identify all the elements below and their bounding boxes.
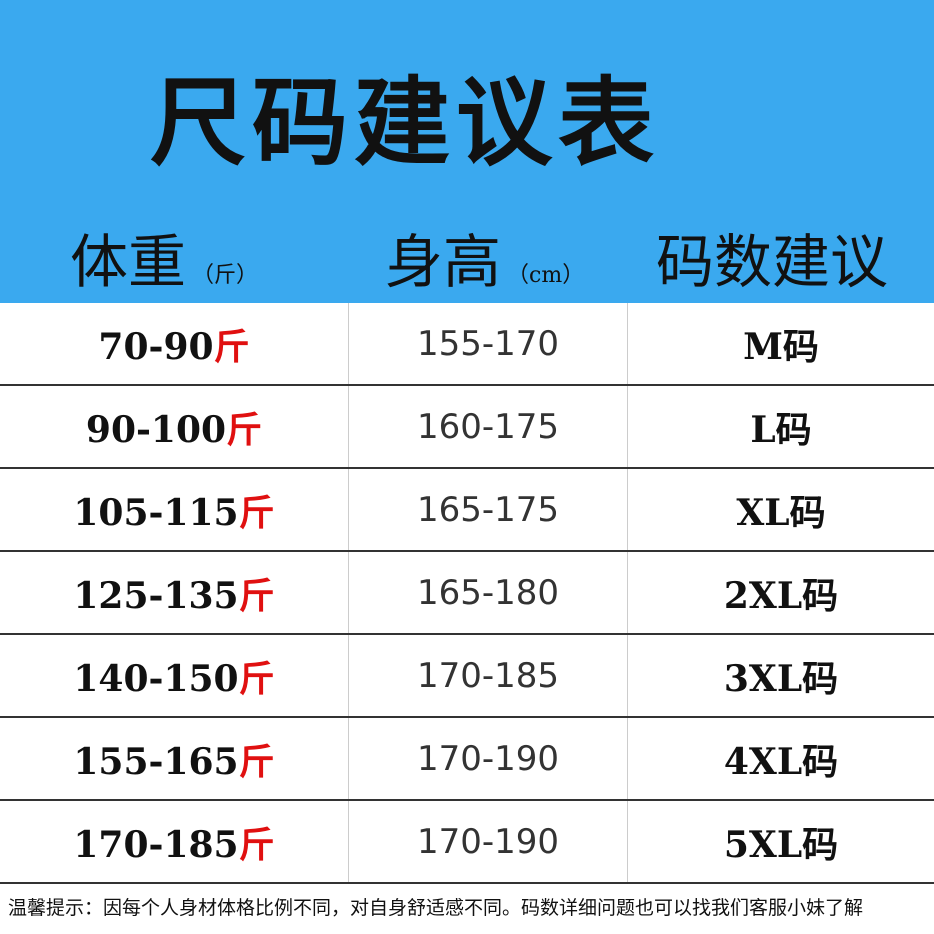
weight-cell: 70-90斤: [0, 303, 349, 386]
height-cell: 155-170: [348, 303, 628, 386]
weight-cell: 140-150斤: [0, 634, 349, 718]
size-label: 码数建议: [656, 228, 889, 296]
weight-cell: 170-185斤: [0, 800, 349, 884]
table-row: 105-115斤 165-175 XL码: [0, 468, 934, 552]
weight-unit: 斤: [238, 823, 275, 866]
height-cell: 165-175: [348, 468, 628, 552]
size-table: 70-90斤 155-170 M码 90-100斤 160-175 L码 105-115斤 1…: [0, 303, 934, 884]
weight-value: 140-150: [73, 657, 239, 700]
column-header-weight: 体重 （斤）: [70, 215, 259, 296]
size-cell: XL码: [627, 468, 934, 552]
weight-value: 125-135: [73, 574, 239, 617]
height-unit: （cm）: [507, 263, 585, 288]
table-row: 90-100斤 160-175 L码: [0, 385, 934, 469]
size-cell: L码: [627, 385, 934, 469]
column-header-size: 码数建议: [656, 215, 888, 296]
column-header-height: 身高 （cm）: [385, 215, 585, 296]
size-cell: 2XL码: [627, 551, 934, 635]
weight-unit: 斤: [238, 657, 275, 700]
weight-label: 体重: [70, 228, 187, 296]
height-label: 身高: [385, 228, 502, 296]
footer-note: 温馨提示：因每个人身材体格比例不同，对自身舒适感不同。码数详细问题也可以找我们客…: [8, 897, 864, 919]
weight-unit: （斤）: [192, 263, 259, 288]
weight-value: 170-185: [73, 823, 239, 866]
weight-cell: 125-135斤: [0, 551, 349, 635]
height-cell: 170-190: [348, 800, 628, 884]
weight-unit: 斤: [213, 325, 250, 368]
table-row: 70-90斤 155-170 M码: [0, 303, 934, 386]
size-cell: 4XL码: [627, 717, 934, 801]
table-row: 170-185斤 170-190 5XL码: [0, 800, 934, 884]
weight-value: 105-115: [73, 491, 239, 534]
weight-cell: 90-100斤: [0, 385, 349, 469]
weight-value: 155-165: [73, 740, 239, 783]
header-banner: 尺码建议表 体重 （斤） 身高 （cm） 码数建议: [0, 0, 934, 303]
size-cell: 5XL码: [627, 800, 934, 884]
height-cell: 160-175: [348, 385, 628, 469]
size-cell: 3XL码: [627, 634, 934, 718]
size-cell: M码: [627, 303, 934, 386]
weight-unit: 斤: [238, 740, 275, 783]
height-cell: 165-180: [348, 551, 628, 635]
weight-unit: 斤: [238, 491, 275, 534]
weight-value: 70-90: [98, 325, 214, 368]
table-row: 140-150斤 170-185 3XL码: [0, 634, 934, 718]
weight-unit: 斤: [226, 408, 263, 451]
weight-value: 90-100: [85, 408, 227, 451]
weight-unit: 斤: [238, 574, 275, 617]
weight-cell: 105-115斤: [0, 468, 349, 552]
table-row: 155-165斤 170-190 4XL码: [0, 717, 934, 801]
weight-cell: 155-165斤: [0, 717, 349, 801]
height-cell: 170-190: [348, 717, 628, 801]
page-title: 尺码建议表: [150, 66, 660, 179]
table-row: 125-135斤 165-180 2XL码: [0, 551, 934, 635]
height-cell: 170-185: [348, 634, 628, 718]
